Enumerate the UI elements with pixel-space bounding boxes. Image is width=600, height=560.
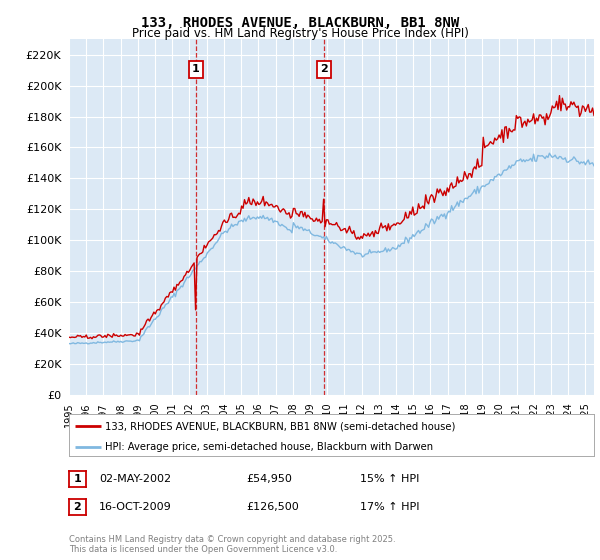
Text: £126,500: £126,500 [246,502,299,512]
Text: 133, RHODES AVENUE, BLACKBURN, BB1 8NW (semi-detached house): 133, RHODES AVENUE, BLACKBURN, BB1 8NW (… [105,421,455,431]
Text: HPI: Average price, semi-detached house, Blackburn with Darwen: HPI: Average price, semi-detached house,… [105,442,433,452]
Text: 17% ↑ HPI: 17% ↑ HPI [360,502,419,512]
Text: 1: 1 [74,474,81,484]
Text: 02-MAY-2002: 02-MAY-2002 [99,474,171,484]
Text: £54,950: £54,950 [246,474,292,484]
Text: 1: 1 [192,64,200,74]
Text: Price paid vs. HM Land Registry's House Price Index (HPI): Price paid vs. HM Land Registry's House … [131,27,469,40]
Text: 2: 2 [320,64,328,74]
Text: 15% ↑ HPI: 15% ↑ HPI [360,474,419,484]
Text: 2: 2 [74,502,81,512]
Text: 133, RHODES AVENUE, BLACKBURN, BB1 8NW: 133, RHODES AVENUE, BLACKBURN, BB1 8NW [141,16,459,30]
Text: Contains HM Land Registry data © Crown copyright and database right 2025.
This d: Contains HM Land Registry data © Crown c… [69,535,395,554]
Text: 16-OCT-2009: 16-OCT-2009 [99,502,172,512]
